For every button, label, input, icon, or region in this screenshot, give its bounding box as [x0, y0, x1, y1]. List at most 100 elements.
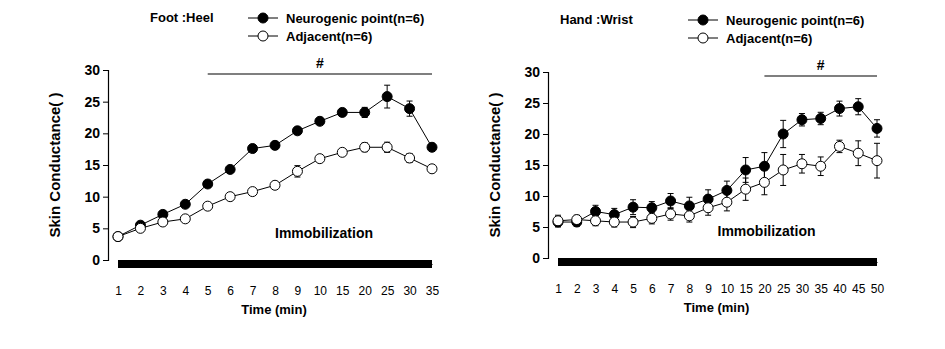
data-point [647, 213, 657, 223]
data-point [834, 104, 844, 114]
y-tick-mark [103, 165, 108, 166]
x-tick: 8 [272, 264, 279, 298]
data-point [113, 232, 123, 242]
x-tick: 9 [295, 264, 302, 298]
error-cap [818, 112, 824, 113]
x-tick-label: 30 [403, 284, 417, 298]
x-tick: 40 [833, 262, 847, 296]
x-tick-label: 30 [796, 282, 810, 296]
x-tick-label: 35 [426, 284, 440, 298]
data-point [797, 115, 807, 125]
data-point [666, 196, 676, 206]
plot-marks [553, 99, 882, 228]
y-tick-label: 15 [84, 157, 100, 173]
y-tick-label: 30 [524, 64, 540, 80]
legend-marker [698, 33, 708, 43]
x-tick-label: 25 [381, 284, 395, 298]
significance-label: # [316, 55, 324, 71]
x-tick: 8 [687, 262, 694, 296]
x-tick: 7 [250, 264, 257, 298]
data-point [741, 165, 751, 175]
data-point [591, 216, 601, 226]
error-cap [780, 147, 786, 148]
y-tick: 15 [524, 157, 548, 173]
x-tick: 4 [611, 262, 618, 296]
error-cap [630, 199, 636, 200]
x-tick-label: 35 [815, 282, 829, 296]
error-cap [874, 178, 880, 179]
y-axis-line [103, 71, 109, 261]
y-tick-mark [543, 196, 548, 197]
data-point [872, 123, 882, 133]
x-tick-label: 1 [115, 284, 122, 298]
y-tick-mark [543, 165, 548, 166]
x-tick-label: 50 [871, 282, 885, 296]
data-point [572, 215, 582, 225]
error-cap [668, 207, 674, 208]
error-cap [705, 189, 711, 190]
error-cap [874, 137, 880, 138]
data-point [382, 142, 392, 152]
error-cap [836, 152, 842, 153]
error-cap [836, 116, 842, 117]
error-cap [686, 197, 692, 198]
x-tick-label: 2 [574, 282, 581, 296]
significance-label: # [817, 57, 825, 73]
error-cap [855, 140, 861, 141]
panel-title: Hand :Wrist [560, 12, 633, 27]
y-tick-label: 15 [524, 157, 540, 173]
error-cap [593, 205, 599, 206]
y-tick: 25 [84, 94, 108, 110]
y-tick-label: 0 [92, 252, 100, 268]
data-point [628, 217, 638, 227]
x-tick: 35 [815, 262, 829, 296]
data-point [778, 165, 788, 175]
error-cap [818, 156, 824, 157]
series-line [558, 146, 877, 222]
data-point [427, 164, 437, 174]
data-point [382, 92, 392, 102]
y-tick: 20 [524, 126, 548, 142]
data-point [248, 187, 258, 197]
x-tick-label: 7 [668, 282, 675, 296]
y-tick-label: 10 [524, 188, 540, 204]
legend-marker [698, 15, 708, 25]
y-tick-label: 5 [92, 220, 100, 236]
error-cap [799, 113, 805, 114]
data-point [872, 156, 882, 166]
data-point [759, 177, 769, 187]
y-tick-mark [543, 134, 548, 135]
x-tick-label: 6 [649, 282, 656, 296]
data-point [722, 185, 732, 195]
x-tick-label: 2 [138, 284, 145, 298]
y-tick: 10 [84, 189, 108, 205]
y-axis: 051015202530 [84, 62, 108, 268]
data-point [315, 116, 325, 126]
y-tick: 15 [84, 157, 108, 173]
data-point [778, 129, 788, 139]
data-point [203, 179, 213, 189]
x-tick-label: 40 [833, 282, 847, 296]
x-tick: 3 [593, 262, 600, 296]
y-tick-mark [103, 102, 108, 103]
data-point [759, 161, 769, 171]
error-cap [705, 215, 711, 216]
y-tick-label: 20 [524, 126, 540, 142]
data-point [797, 159, 807, 169]
x-tick-label: 8 [272, 284, 279, 298]
x-tick: 25 [381, 264, 395, 298]
y-tick: 5 [532, 219, 548, 235]
data-point [741, 184, 751, 194]
error-cap [799, 154, 805, 155]
y-tick-mark [543, 103, 548, 104]
y-axis: 051015202530 [524, 64, 548, 266]
y-tick: 20 [84, 125, 108, 141]
y-tick-mark [543, 258, 548, 259]
series-line [558, 107, 877, 222]
x-tick: 6 [649, 262, 656, 296]
error-cap [836, 101, 842, 102]
x-tick: 30 [796, 262, 810, 296]
x-tick-label: 3 [593, 282, 600, 296]
y-tick-mark [103, 70, 108, 71]
data-point [816, 161, 826, 171]
